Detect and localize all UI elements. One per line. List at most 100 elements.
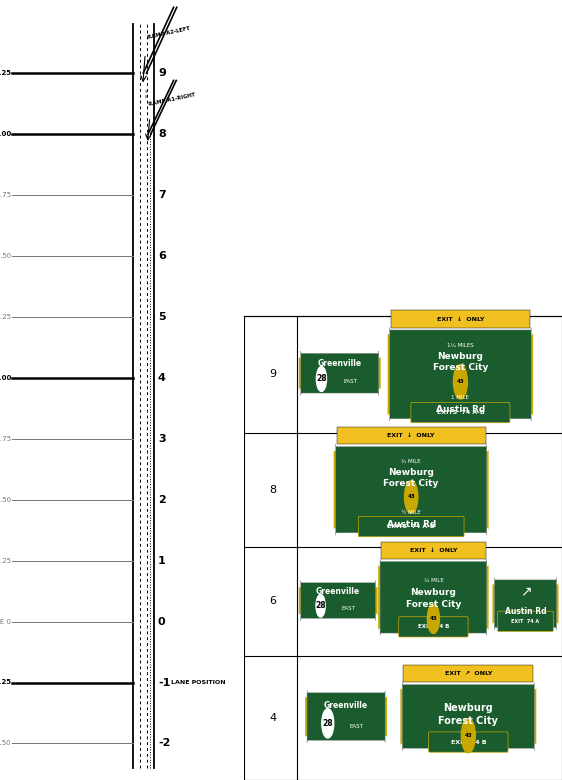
Text: 9: 9 [270,370,277,379]
Text: 28: 28 [316,374,327,384]
Text: EXIT  ↓  ONLY: EXIT ↓ ONLY [387,433,435,438]
Text: 28: 28 [315,601,326,610]
Text: ¼ MILE: ¼ MILE [424,578,443,583]
FancyBboxPatch shape [334,449,488,530]
Text: MILE 1.00: MILE 1.00 [0,375,11,381]
Text: Newburg: Newburg [388,468,434,477]
Text: Greenville: Greenville [318,359,362,368]
Text: Austin Rd: Austin Rd [436,406,485,414]
Circle shape [454,365,468,399]
Text: 1¼ MILES: 1¼ MILES [447,343,474,348]
Text: 8: 8 [270,484,277,495]
Text: 1 MILE: 1 MILE [451,395,469,400]
Text: 9: 9 [158,68,166,78]
Text: EXIT  ↗  ONLY: EXIT ↗ ONLY [445,671,492,676]
Text: MILE -0.50: MILE -0.50 [0,740,11,746]
FancyBboxPatch shape [378,564,488,631]
Text: ↗: ↗ [520,585,531,599]
Text: RAMP A1-RIGHT: RAMP A1-RIGHT [148,93,196,107]
Text: 4: 4 [270,713,277,723]
Text: EXIT  ↓  ONLY: EXIT ↓ ONLY [410,548,457,553]
FancyBboxPatch shape [305,695,387,738]
Bar [404,665,533,682]
Text: 3: 3 [158,434,166,444]
Text: Forest City: Forest City [433,363,488,372]
Circle shape [461,718,475,753]
FancyBboxPatch shape [389,328,531,421]
Text: 43: 43 [429,616,437,621]
Text: 4: 4 [158,373,166,383]
Text: 8: 8 [158,129,166,139]
Text: MILE 0: MILE 0 [0,619,11,625]
FancyBboxPatch shape [301,351,379,395]
Text: EXITS  74 A-B: EXITS 74 A-B [437,410,484,415]
Text: Forest City: Forest City [438,715,498,725]
Text: Greenville: Greenville [316,587,360,596]
Text: 1: 1 [158,555,166,566]
Text: -1: -1 [158,678,170,687]
Text: 7: 7 [158,190,166,200]
Text: MILE 0.25: MILE 0.25 [0,558,11,564]
FancyBboxPatch shape [299,585,378,616]
Text: MILE 1.75: MILE 1.75 [0,192,11,198]
Text: MILE 2.00: MILE 2.00 [0,131,11,137]
Text: ½ MILE: ½ MILE [401,510,421,515]
Text: RAMP A2-LEFT: RAMP A2-LEFT [148,27,191,41]
Text: Newburg: Newburg [410,588,456,597]
FancyBboxPatch shape [411,402,510,423]
Bar [337,427,486,445]
FancyBboxPatch shape [380,559,487,636]
Text: LANE POSITION: LANE POSITION [171,680,226,685]
Text: Forest City: Forest City [406,601,461,609]
Text: 43: 43 [407,495,415,499]
FancyBboxPatch shape [336,445,487,535]
Text: Austin Rd: Austin Rd [505,607,546,616]
Bar [381,542,486,559]
Text: Newburg: Newburg [437,352,483,361]
Text: MILE 2.25: MILE 2.25 [0,70,11,76]
FancyBboxPatch shape [429,732,508,752]
FancyBboxPatch shape [398,617,468,637]
Text: EXIT  ↓  ONLY: EXIT ↓ ONLY [437,317,484,321]
Text: MILE 1.25: MILE 1.25 [0,314,11,320]
Circle shape [316,594,325,617]
Circle shape [427,604,439,633]
Text: EXITS  74 A-B: EXITS 74 A-B [387,524,435,529]
FancyBboxPatch shape [495,577,556,630]
Text: Forest City: Forest City [383,479,439,488]
Text: 28: 28 [323,719,333,728]
FancyBboxPatch shape [388,332,533,417]
Text: 6: 6 [270,596,277,606]
Text: MILE 0.50: MILE 0.50 [0,497,11,502]
Bar [391,310,530,328]
Circle shape [316,367,327,392]
Text: Austin Rd: Austin Rd [387,519,436,529]
Circle shape [405,480,418,513]
Text: MILE 0.75: MILE 0.75 [0,436,11,441]
FancyBboxPatch shape [359,516,464,537]
Text: MILE 1.50: MILE 1.50 [0,253,11,259]
Text: Newburg: Newburg [443,704,493,713]
Text: 9
8: 9 8 [144,90,147,99]
Text: 43: 43 [456,379,464,385]
Text: -2: -2 [158,739,170,749]
FancyBboxPatch shape [492,582,559,626]
Text: ¾ MILE: ¾ MILE [401,459,421,464]
Text: EXIT  74 B: EXIT 74 B [418,624,449,629]
Text: 2: 2 [158,495,166,505]
Text: EXIT  74 B: EXIT 74 B [451,739,486,745]
Text: EAST: EAST [343,379,357,385]
Text: 43: 43 [464,733,472,738]
FancyBboxPatch shape [307,690,385,743]
Circle shape [322,709,334,738]
FancyBboxPatch shape [301,580,375,621]
Text: EXIT  74 A: EXIT 74 A [511,619,540,624]
Bar [244,316,562,780]
Text: EAST: EAST [350,724,364,729]
Text: 0: 0 [158,616,166,626]
Text: EAST: EAST [342,606,355,611]
Text: 6: 6 [158,251,166,261]
Text: 5: 5 [158,312,166,322]
FancyBboxPatch shape [402,682,534,750]
Text: Greenville: Greenville [324,700,368,710]
